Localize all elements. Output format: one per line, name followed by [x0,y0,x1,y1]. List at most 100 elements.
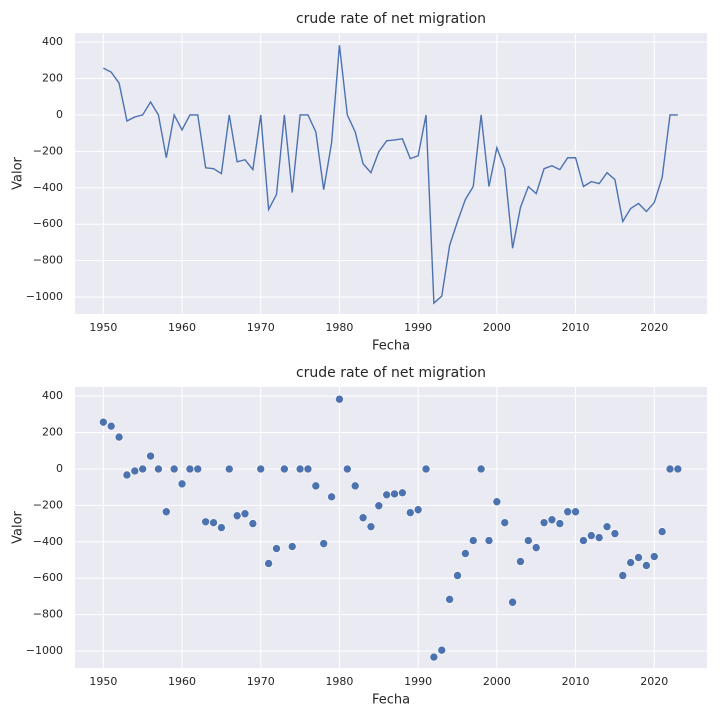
chart-title: crude rate of net migration [296,365,486,381]
data-point [445,595,454,604]
data-point [350,481,360,491]
x-tick-label: 2020 [640,321,668,334]
y-tick-label: 0 [56,108,63,121]
data-point [146,451,155,461]
x-tick-label: 1970 [247,675,275,688]
data-point [492,497,502,507]
data-point [508,597,517,607]
data-point [327,492,336,502]
y-tick-label: −400 [33,181,63,194]
data-point [343,464,352,474]
data-point [484,536,494,545]
data-point [295,464,305,474]
data-point [602,522,612,531]
data-point [555,519,565,528]
data-point [154,464,163,474]
data-point [673,464,683,474]
data-point [193,464,203,474]
x-tick-label: 2020 [640,675,668,688]
y-tick-label: −1000 [26,644,63,657]
data-point [649,552,659,561]
data-point [311,481,321,491]
data-point [106,421,116,431]
data-point [256,464,266,474]
data-point [240,509,250,519]
data-point [280,464,289,474]
data-point [335,394,344,404]
data-point [468,536,478,545]
data-point [642,561,651,570]
data-point [587,531,596,540]
data-point [539,518,549,527]
y-tick-label: −400 [33,535,63,548]
data-point [161,507,171,517]
data-point [657,527,667,536]
y-tick-label: 400 [42,389,63,402]
y-tick-label: 0 [56,462,63,475]
data-point [130,466,140,476]
x-tick-label: 1960 [168,675,196,688]
data-point [248,519,258,528]
x-tick-label: 1990 [404,675,432,688]
data-point [398,488,407,498]
y-tick-label: −800 [33,254,63,267]
data-point [382,490,391,500]
y-axis-label: Valor [11,510,26,543]
data-point [626,558,635,567]
chart-title: crude rate of net migration [296,11,486,27]
y-tick-label: −200 [33,144,63,157]
data-point [232,511,242,521]
x-tick-label: 1970 [247,321,275,334]
plot-area [75,33,707,314]
x-tick-label: 2010 [562,321,590,334]
data-point [224,464,234,474]
data-point [185,464,195,474]
data-point [610,529,620,538]
x-axis-label: Fecha [372,339,410,354]
data-line [103,45,678,305]
x-axis-label: Fecha [372,693,410,708]
y-tick-label: −800 [33,608,63,621]
data-point [272,544,281,553]
data-point [594,533,604,542]
data-point [114,432,124,442]
x-tick-label: 1980 [325,321,353,334]
x-tick-label: 2000 [483,675,511,688]
y-tick-label: 200 [42,426,63,439]
data-point [531,543,541,552]
data-point [177,479,187,489]
data-point [405,508,415,517]
y-tick-label: 200 [42,72,63,85]
data-point [437,645,447,655]
data-point [264,559,273,568]
y-tick-label: 400 [42,35,63,48]
data-point [374,501,384,511]
data-point [571,507,580,517]
data-point [429,652,439,662]
plot-area [75,387,707,668]
data-point [319,539,329,548]
data-point [516,557,525,566]
data-point [122,470,132,480]
data-point [421,464,431,474]
y-axis-label: Valor [11,156,26,189]
data-point [358,513,368,523]
data-point [138,464,147,474]
data-point [453,571,462,580]
x-tick-label: 1950 [89,675,117,688]
data-point [500,518,510,527]
data-point [303,464,313,474]
data-point [524,536,533,545]
y-tick-label: −600 [33,571,63,584]
data-point [287,542,297,551]
data-point [579,536,588,545]
y-tick-label: −600 [33,217,63,230]
data-point [209,518,218,527]
data-point [563,507,572,517]
data-point [413,505,423,515]
x-tick-label: 2000 [483,321,511,334]
data-point [476,464,486,474]
data-point [201,517,210,527]
